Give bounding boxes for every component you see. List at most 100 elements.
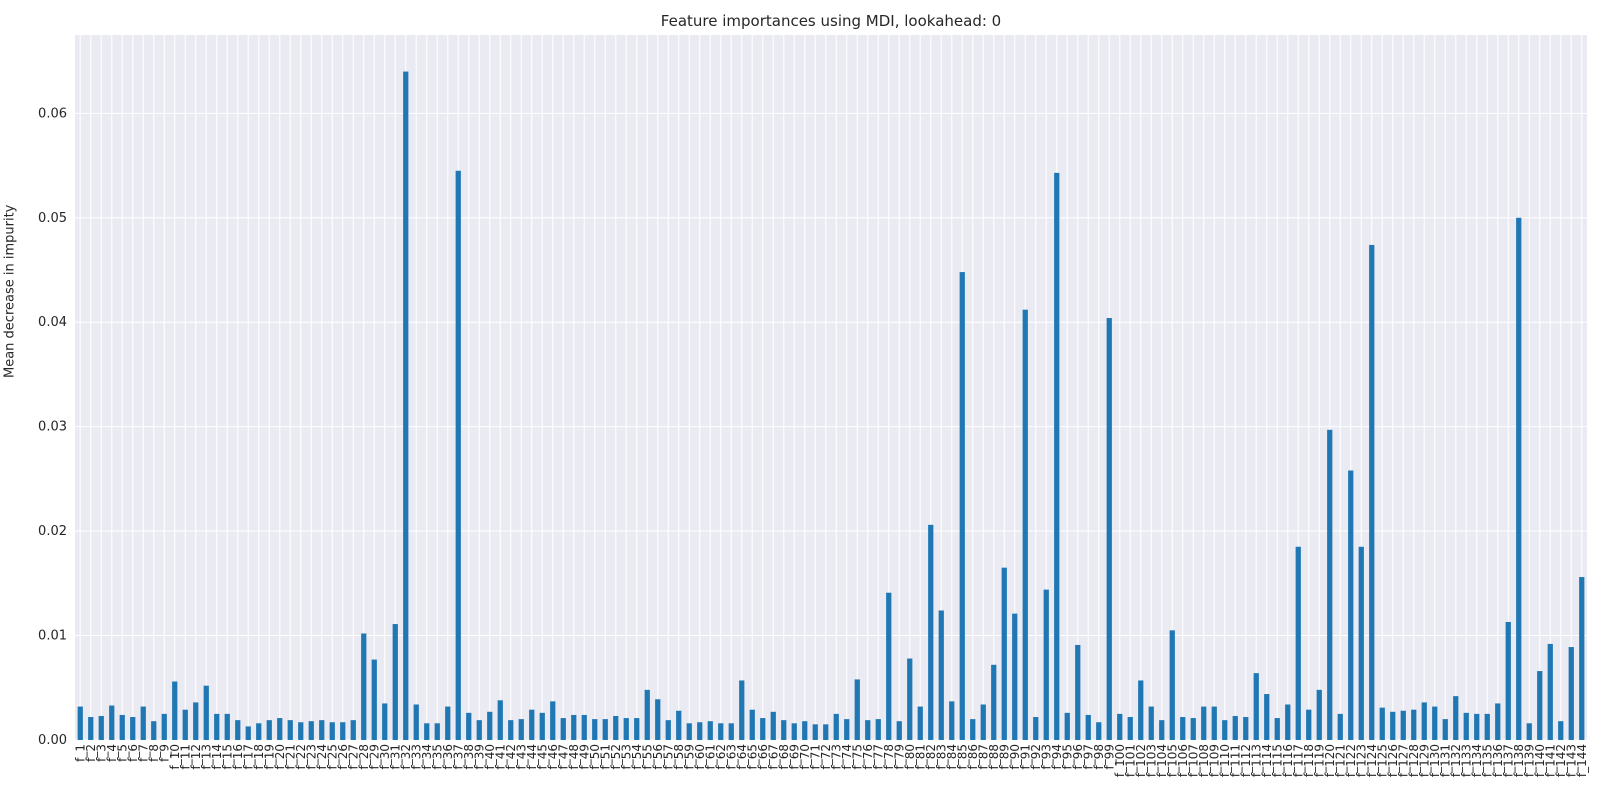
bar xyxy=(655,699,661,740)
x-tick-label: f_91 xyxy=(1018,744,1032,770)
x-tick-label: f_14 xyxy=(210,744,224,770)
x-tick-label: f_114 xyxy=(1260,744,1274,777)
x-tick-label: f_109 xyxy=(1207,744,1221,777)
bar xyxy=(1505,621,1511,740)
bar xyxy=(1232,715,1238,740)
bar xyxy=(571,714,577,740)
bar xyxy=(613,715,619,740)
bar xyxy=(224,713,230,740)
y-tick-label: 0.03 xyxy=(38,420,67,435)
bar xyxy=(1369,244,1375,740)
bar xyxy=(854,679,860,740)
bar xyxy=(434,723,440,740)
bar xyxy=(539,712,545,740)
bar xyxy=(770,711,776,740)
x-tick-label: f_22 xyxy=(294,744,308,770)
bar xyxy=(455,170,461,740)
x-tick-label: f_119 xyxy=(1312,744,1326,777)
bar xyxy=(739,680,745,740)
x-tick-label: f_7 xyxy=(136,744,150,762)
x-tick-label: f_17 xyxy=(241,744,255,770)
x-tick-label: f_108 xyxy=(1197,744,1211,777)
bar xyxy=(844,719,850,740)
bar xyxy=(1327,429,1333,740)
x-tick-label: f_138 xyxy=(1512,744,1526,777)
bar xyxy=(1495,703,1501,740)
bar xyxy=(109,705,115,740)
bar xyxy=(823,724,829,740)
chart-title: Feature importances using MDI, lookahead… xyxy=(660,12,1002,30)
bar xyxy=(959,272,965,740)
bar xyxy=(151,721,157,740)
x-tick-label: f_106 xyxy=(1176,744,1190,777)
x-tick-label: f_141 xyxy=(1543,744,1557,777)
x-tick-label: f_15 xyxy=(220,744,234,770)
x-tick-label: f_107 xyxy=(1186,744,1200,777)
bar xyxy=(1285,704,1291,740)
x-tick-label: f_101 xyxy=(1123,744,1137,777)
bar xyxy=(235,720,241,740)
bar xyxy=(581,714,587,740)
x-tick-label: f_111 xyxy=(1228,744,1242,777)
bar xyxy=(1159,720,1165,740)
bar xyxy=(728,723,734,740)
x-tick-label: f_121 xyxy=(1333,744,1347,777)
x-tick-label: f_19 xyxy=(262,744,276,770)
bar xyxy=(1421,702,1427,740)
x-tick-label: f_126 xyxy=(1386,744,1400,777)
bar xyxy=(749,709,755,740)
y-tick-label: 0.02 xyxy=(38,524,67,539)
bar xyxy=(445,706,451,740)
bar xyxy=(760,718,766,740)
bar xyxy=(287,720,293,740)
x-tick-label: f_80 xyxy=(903,744,917,770)
x-tick-label: f_76 xyxy=(861,744,875,770)
bar xyxy=(508,720,514,740)
x-tick-label: f_117 xyxy=(1291,744,1305,777)
x-tick-label: f_75 xyxy=(850,744,864,770)
x-tick-label: f_54 xyxy=(630,744,644,770)
bar xyxy=(413,704,419,740)
x-tick-label: f_18 xyxy=(252,744,266,770)
bar xyxy=(1180,717,1186,740)
x-tick-label: f_69 xyxy=(787,744,801,770)
bar xyxy=(907,658,913,740)
bar xyxy=(980,704,986,740)
x-tick-label: f_43 xyxy=(514,744,528,770)
bar xyxy=(98,715,104,740)
bar xyxy=(1117,713,1123,740)
bar xyxy=(1085,714,1091,740)
bar xyxy=(592,719,598,740)
x-tick-label: f_129 xyxy=(1417,744,1431,777)
x-tick-label: f_56 xyxy=(651,744,665,770)
x-tick-label: f_9 xyxy=(157,744,171,762)
x-tick-label: f_8 xyxy=(147,744,161,762)
bar xyxy=(518,719,524,740)
x-tick-label: f_130 xyxy=(1428,744,1442,777)
x-tick-label: f_24 xyxy=(315,744,329,770)
bar xyxy=(476,720,482,740)
bar xyxy=(1316,689,1322,740)
x-tick-label: f_105 xyxy=(1165,744,1179,777)
bar xyxy=(193,702,199,740)
x-tick-label: f_5 xyxy=(115,744,129,762)
x-tick-label: f_71 xyxy=(808,744,822,770)
bar xyxy=(1012,613,1018,740)
x-tick-label: f_97 xyxy=(1081,744,1095,770)
x-tick-label: f_144 xyxy=(1575,744,1589,777)
bar xyxy=(676,710,682,740)
bar xyxy=(1516,217,1522,740)
bar xyxy=(833,713,839,740)
x-tick-label: f_110 xyxy=(1218,744,1232,777)
x-tick-label: f_100 xyxy=(1113,744,1127,777)
x-tick-label: f_85 xyxy=(955,744,969,770)
bar xyxy=(928,524,934,740)
x-tick-label: f_140 xyxy=(1533,744,1547,777)
x-tick-label: f_27 xyxy=(346,744,360,770)
x-tick-label: f_72 xyxy=(819,744,833,770)
bar xyxy=(896,721,902,740)
x-tick-label: f_67 xyxy=(766,744,780,770)
bar xyxy=(634,718,640,740)
bar xyxy=(382,703,388,740)
bar xyxy=(340,722,346,740)
